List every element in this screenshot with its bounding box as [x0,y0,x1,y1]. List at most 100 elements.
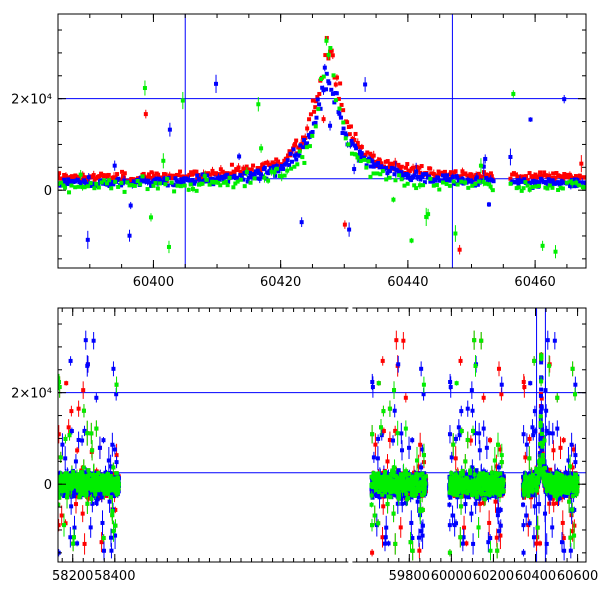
data-point [157,181,162,186]
data-point [348,124,353,129]
data-point [101,548,106,553]
data-point [398,167,403,172]
data-point [424,172,429,177]
data-point [286,153,291,158]
data-point [61,478,66,483]
data-point [252,176,257,181]
data-point [216,175,221,180]
data-point [120,169,125,174]
data-point [80,185,85,190]
data-point [69,504,74,509]
data-point [129,176,134,181]
data-point [289,166,294,171]
data-point [396,362,401,367]
data-point [58,486,61,491]
data-point [531,179,536,184]
data-point [86,175,91,180]
data-point [528,117,533,122]
data-point [106,484,111,489]
data-point [470,179,475,184]
data-point [89,485,94,490]
x-tick-label: 60400 [133,275,174,290]
data-point [221,178,226,183]
data-point [310,133,315,138]
data-point [274,157,279,162]
data-point [231,185,236,190]
data-point [298,143,303,148]
data-point [81,408,86,413]
data-point [417,183,422,188]
data-point [115,487,120,492]
data-point [165,177,170,182]
data-point [99,495,104,500]
data-point [284,161,289,166]
data-point [399,170,404,175]
data-point [381,429,386,434]
data-point [173,176,178,181]
data-point [232,170,237,175]
data-point [308,112,313,117]
data-point [271,164,276,169]
data-point [338,115,343,120]
data-point [560,175,565,180]
data-point [519,188,524,193]
data-point [322,65,327,70]
data-point [112,494,117,499]
data-point [58,173,60,178]
data-point [145,175,150,180]
data-point [71,470,76,475]
data-point [383,494,388,499]
data-point [151,183,156,188]
data-point [393,178,398,183]
data-point [114,491,119,496]
data-point [428,176,433,181]
data-point [256,171,261,176]
data-point [248,180,253,185]
data-point [426,212,431,217]
data-point [69,183,74,188]
data-point [392,172,397,177]
data-point [270,167,275,172]
data-point [326,79,331,84]
data-point [370,159,375,164]
data-point [101,438,106,443]
data-point [334,75,339,80]
data-point [418,170,423,175]
data-point [397,173,402,178]
data-point [116,184,121,189]
data-point [106,458,111,463]
data-point [107,178,112,183]
data-point [420,174,425,179]
data-point [78,484,83,489]
data-point [89,431,94,436]
data-point [326,52,331,57]
data-point [368,151,373,156]
data-point [115,172,120,177]
data-point [71,494,76,499]
data-point [142,174,147,179]
data-point [112,482,117,487]
data-point [399,164,404,169]
data-point [94,484,99,489]
data-point [307,144,312,149]
data-point [513,180,518,185]
data-point [68,358,73,363]
data-point [85,362,90,367]
data-point [61,183,66,188]
data-point [217,172,222,177]
data-point [317,102,322,107]
data-point [97,483,102,488]
data-point [84,477,89,482]
data-point [148,215,153,220]
data-point [572,177,577,182]
data-point [113,507,118,512]
data-point [474,175,479,180]
data-point [547,173,552,178]
data-point [334,91,339,96]
data-point [533,184,538,189]
data-point [207,182,212,187]
data-point [112,447,117,452]
data-point [349,151,354,156]
data-point [359,144,364,149]
data-point [548,179,553,184]
